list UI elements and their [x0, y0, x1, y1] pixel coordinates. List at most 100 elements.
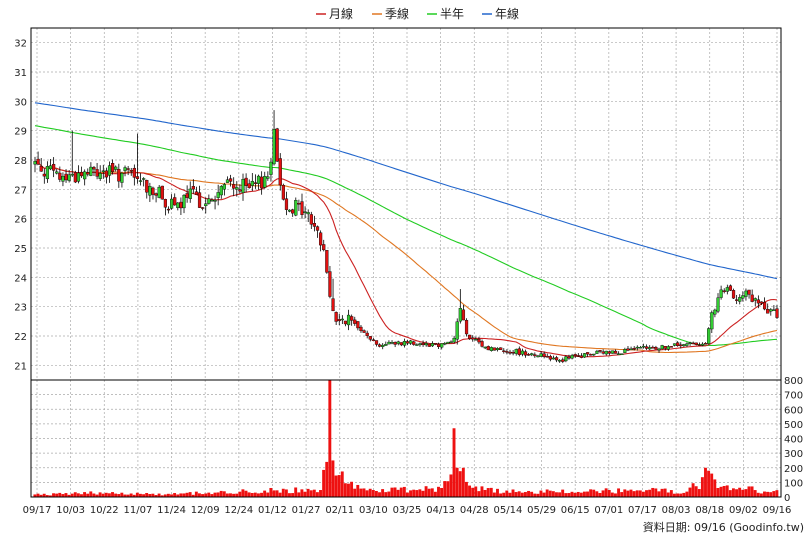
candle-body	[750, 294, 754, 302]
volume-bar	[328, 380, 332, 497]
volume-bar	[194, 491, 198, 497]
candle-body	[393, 342, 397, 345]
candle-body	[558, 360, 562, 362]
volume-bar	[157, 493, 161, 497]
candle-body	[530, 353, 534, 356]
volume-bar	[39, 494, 43, 497]
volume-bar	[111, 492, 114, 497]
volume-bar	[551, 491, 555, 497]
volume-bar	[250, 493, 254, 497]
candle-body	[523, 351, 528, 356]
volume-bar	[67, 494, 71, 497]
date-tick-label: 11/07	[123, 505, 152, 516]
volume-bar	[626, 490, 630, 497]
ma-line-ma_month	[34, 160, 778, 358]
candle-body	[272, 129, 276, 165]
legend-label-ma_half_year: 半年	[440, 7, 464, 21]
candle-body	[179, 201, 183, 209]
candle-body	[405, 341, 410, 344]
candle-body	[480, 341, 484, 347]
volume-bar	[738, 487, 742, 497]
candle-body	[235, 187, 239, 190]
candle-body	[61, 175, 65, 182]
volume-bar	[769, 492, 773, 497]
candle-body	[700, 343, 705, 346]
candle-body	[191, 186, 195, 190]
volume-bar	[766, 491, 770, 497]
candle-body	[362, 330, 366, 333]
volume-bar	[232, 493, 236, 497]
legend: 月線 季線 半年 年線	[316, 6, 519, 21]
volume-bar	[561, 489, 565, 497]
candle-body	[101, 170, 105, 172]
date-tick-label: 09/16	[763, 505, 792, 516]
volume-bar	[89, 491, 93, 497]
axes: 21 22 23 24 25 26 27 28 29 30 31 32 0 100 200 300 400 500…	[14, 39, 803, 516]
volume-bar	[48, 495, 52, 497]
candle-body	[83, 171, 87, 180]
candle-body	[48, 165, 53, 170]
candle-body	[138, 180, 143, 182]
volume-bar	[604, 488, 608, 497]
volume-bar	[480, 486, 484, 497]
volume-bar	[536, 493, 540, 497]
candle-body	[511, 352, 515, 354]
volume-bar	[728, 490, 732, 497]
date-tick-label: 04/13	[426, 505, 455, 516]
candle-body	[604, 350, 608, 355]
candle-body	[309, 214, 313, 225]
candle-body	[707, 328, 711, 344]
volume-bar	[340, 471, 344, 497]
candle-body	[328, 271, 332, 297]
price-tick-label: 29	[14, 127, 27, 138]
volume-bar	[772, 491, 776, 497]
candle-body	[241, 179, 245, 193]
candle-body	[629, 348, 633, 351]
candle-body	[703, 343, 708, 345]
volume-bar	[272, 490, 276, 497]
volume-bar	[260, 492, 263, 497]
candle-body	[657, 348, 661, 351]
volume-bar	[117, 494, 121, 497]
candle-body	[573, 354, 577, 357]
volume-bar	[756, 492, 760, 497]
volume-bar	[427, 488, 431, 497]
candle-body	[89, 166, 93, 176]
volume-bar	[523, 492, 527, 497]
candle-body	[160, 185, 164, 200]
candle-body	[461, 309, 466, 321]
volume-bar	[443, 481, 447, 497]
volume-bar	[455, 467, 459, 497]
volume-bar	[676, 493, 680, 497]
candle-body	[148, 186, 152, 196]
date-tick-label: 06/15	[561, 505, 590, 516]
candle-body	[471, 337, 475, 340]
candle-body	[247, 183, 251, 189]
candle-body	[70, 173, 74, 176]
candle-body	[145, 180, 149, 193]
volume-tick-label: 300	[784, 449, 803, 460]
candle-body	[464, 320, 469, 335]
volume-bar	[132, 494, 136, 497]
volume-bar	[201, 494, 205, 497]
volume-bar	[424, 486, 428, 497]
price-tick-label: 24	[14, 273, 27, 284]
volume-bar	[278, 492, 282, 497]
chart-frames	[30, 27, 782, 498]
ma-line-ma_half_year	[34, 125, 778, 347]
candle-body	[216, 192, 220, 198]
candle-body	[170, 198, 174, 209]
price-tick-label: 28	[14, 156, 27, 167]
volume-bar	[741, 489, 745, 497]
volume-bar	[61, 494, 65, 497]
volume-bar	[275, 490, 279, 497]
candle-body	[424, 343, 428, 346]
volume-bar	[325, 461, 329, 497]
candle-body	[67, 174, 71, 181]
candle-body	[688, 342, 692, 344]
volume-bar	[545, 489, 549, 497]
volume-bar	[747, 486, 751, 497]
candle-body	[418, 343, 422, 346]
volume-bar	[55, 493, 59, 497]
volume-bar	[542, 492, 546, 497]
